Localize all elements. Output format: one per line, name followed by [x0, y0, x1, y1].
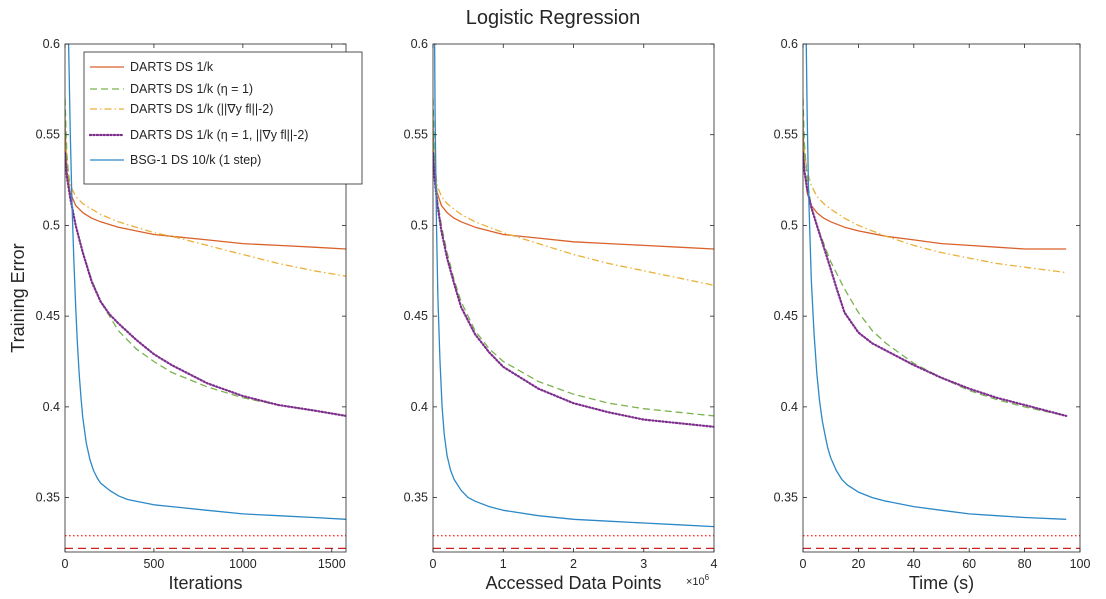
y-tick-label: 0.55 — [36, 128, 60, 142]
legend-label-darts-eta1: DARTS DS 1/k (η = 1) — [130, 82, 253, 96]
x-tick-label: 2 — [570, 557, 577, 571]
y-tick-label: 0.6 — [411, 37, 428, 51]
x-axis-label: Accessed Data Points — [485, 573, 661, 593]
series-group — [803, 44, 1080, 549]
series-line-darts-ds — [433, 125, 714, 250]
legend-label-bsg: BSG-1 DS 10/k (1 step) — [130, 153, 261, 167]
series-group — [433, 44, 714, 549]
series-line-darts-ds — [65, 125, 346, 250]
y-axis-label: Training Error — [8, 243, 28, 352]
x-tick-label: 100 — [1070, 557, 1091, 571]
x-axis-label: Time (s) — [909, 573, 974, 593]
y-tick-label: 0.45 — [404, 309, 428, 323]
x-tick-label: 60 — [962, 557, 976, 571]
series-line-darts-ds — [803, 125, 1067, 250]
axes-box — [802, 43, 1081, 553]
y-tick-label: 0.5 — [43, 218, 60, 232]
series-line-darts-grad — [65, 116, 346, 277]
y-tick-label: 0.45 — [774, 309, 798, 323]
y-tick-label: 0.4 — [43, 400, 60, 414]
y-tick-label: 0.6 — [43, 37, 60, 51]
x-axis-exponent: ×106 — [686, 573, 710, 588]
chart-title: Logistic Regression — [466, 7, 641, 29]
x-tick-label: 1 — [500, 557, 507, 571]
series-line-bsg — [433, 44, 714, 528]
y-tick-label: 0.4 — [411, 400, 428, 414]
y-tick-label: 0.35 — [774, 491, 798, 505]
series-line-darts-eta1 — [433, 98, 714, 417]
x-tick-label: 4 — [711, 557, 718, 571]
series-line-darts-eta1-grad — [803, 151, 1068, 417]
x-tick-label: 80 — [1018, 557, 1032, 571]
legend-box — [83, 51, 363, 185]
x-tick-label: 0 — [800, 557, 807, 571]
y-tick-label: 0.5 — [411, 218, 428, 232]
series-line-darts-eta1-grad — [65, 151, 346, 417]
y-tick-label: 0.55 — [404, 128, 428, 142]
series-line-bsg — [67, 44, 346, 520]
series-line-bsg — [805, 44, 1067, 520]
series-line-darts-eta1-grad — [433, 151, 714, 428]
y-tick-label: 0.4 — [781, 400, 798, 414]
panel-3: 0.35 0.4 0.45 0.5 0.55 0.6 0 20 40 60 80 100 Time (s… — [774, 37, 1091, 593]
x-tick-label: 0 — [62, 557, 69, 571]
legend-label-darts-eta1-grad: DARTS DS 1/k (η = 1, ||∇y fl||-2) — [130, 128, 308, 142]
series-line-darts-grad — [433, 116, 714, 286]
panel-1: 0.35 0.4 0.45 0.5 0.55 0.6 0 500 1000 1500 Iterati… — [36, 37, 347, 593]
series-line-darts-eta1 — [803, 98, 1067, 417]
x-tick-label: 500 — [143, 557, 164, 571]
panel-2: 0.35 0.4 0.45 0.5 0.55 0.6 0 1 2 3 4 Accessed Data … — [404, 37, 718, 593]
y-tick-label: 0.55 — [774, 128, 798, 142]
x-tick-label: 1000 — [229, 557, 257, 571]
legend-label-darts-grad: DARTS DS 1/k (||∇y fl||-2) — [130, 102, 273, 116]
y-tick-label: 0.6 — [781, 37, 798, 51]
y-tick-label: 0.45 — [36, 309, 60, 323]
legend: DARTS DS 1/k DARTS DS 1/k (η = 1) DARTS DS… — [83, 51, 363, 185]
y-tick-label: 0.35 — [404, 491, 428, 505]
x-tick-label: 3 — [640, 557, 647, 571]
axes-box — [432, 43, 715, 553]
legend-label-darts-ds: DARTS DS 1/k — [130, 60, 214, 74]
y-tick-label: 0.5 — [781, 218, 798, 232]
series-group — [65, 44, 346, 549]
x-tick-label: 40 — [907, 557, 921, 571]
axes-box — [64, 43, 347, 553]
panels: 0.350.40.450.50.550.60 500 1000 1500Iterati… — [36, 37, 1091, 593]
x-axis-label: Iterations — [168, 573, 242, 593]
x-tick-label: 0 — [430, 557, 437, 571]
x-tick-label: 20 — [851, 557, 865, 571]
y-tick-label: 0.35 — [36, 491, 60, 505]
x-tick-label: 1500 — [318, 557, 346, 571]
series-line-darts-grad — [803, 116, 1067, 274]
